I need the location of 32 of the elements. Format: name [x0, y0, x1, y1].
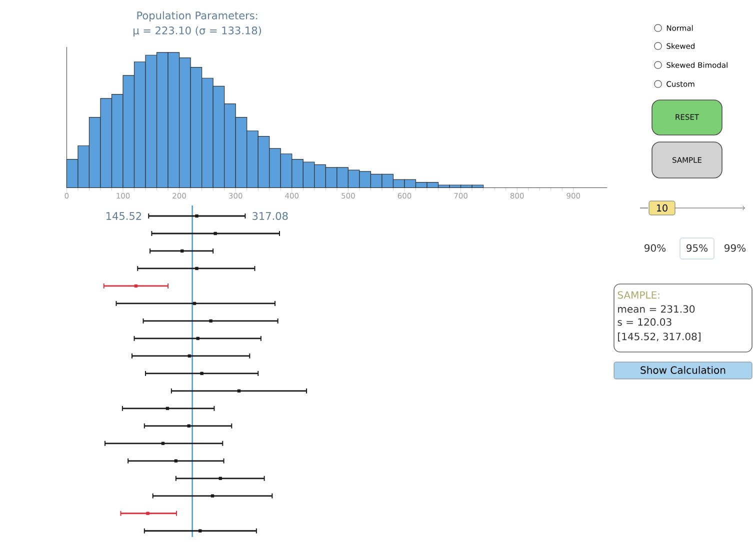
point — [198, 529, 202, 532]
point — [192, 302, 196, 306]
point — [195, 214, 198, 218]
point — [218, 476, 222, 480]
point — [146, 512, 150, 515]
point — [210, 494, 214, 498]
point — [188, 354, 192, 358]
point — [134, 284, 138, 288]
point — [187, 424, 190, 428]
chart-subtitle: μ = 223.10 (σ = 133.18) — [134, 26, 262, 36]
point — [195, 266, 198, 270]
text: mean = 231.30 — [618, 305, 695, 313]
chart-title: Population Parameters: — [137, 11, 258, 22]
text: s = 120.03 — [618, 318, 672, 326]
text: [145.52, 317.08] — [618, 332, 700, 342]
text: SAMPLE: — [618, 291, 660, 299]
annotation: 317.08 — [252, 212, 288, 220]
point — [180, 249, 184, 253]
text: Show Calculation — [640, 366, 726, 374]
text: 95% — [686, 244, 708, 252]
text: 99% — [724, 244, 746, 252]
point — [200, 372, 204, 376]
point — [196, 336, 200, 340]
point — [166, 406, 170, 410]
text: 10 — [657, 204, 668, 212]
point — [237, 389, 241, 393]
point — [214, 232, 217, 236]
annotation: 145.52 — [106, 212, 142, 220]
point — [174, 459, 178, 463]
point — [161, 442, 165, 446]
text: 90% — [644, 244, 666, 252]
point — [209, 319, 212, 323]
